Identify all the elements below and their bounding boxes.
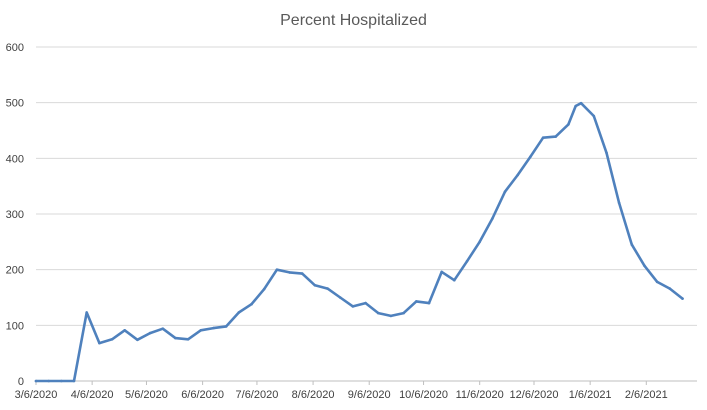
data-point [643, 264, 646, 268]
data-point [605, 151, 608, 155]
data-point [60, 379, 63, 383]
data-point [351, 305, 355, 308]
data-point [655, 280, 659, 284]
data-point [453, 278, 456, 282]
data-point [465, 260, 469, 263]
x-tick-label: 6/6/2020 [181, 389, 224, 401]
data-point [47, 379, 50, 383]
data-point [389, 314, 393, 318]
data-point [402, 311, 405, 315]
series-layer [34, 101, 684, 383]
x-tick-label: 5/6/2020 [125, 389, 168, 401]
x-tick-label: 11/6/2020 [456, 389, 504, 401]
data-point [541, 136, 545, 139]
data-point [313, 284, 317, 287]
x-tick-label: 12/6/2020 [510, 389, 559, 401]
x-tick-label: 2/6/2021 [625, 389, 668, 401]
x-tick-label: 1/6/2021 [569, 389, 612, 401]
data-point [440, 270, 444, 274]
data-point [681, 297, 684, 300]
data-point [503, 190, 507, 193]
data-point [574, 104, 577, 108]
gridlines [36, 46, 697, 326]
data-point [110, 338, 114, 341]
data-point [212, 326, 215, 330]
x-tick-label: 7/6/2020 [236, 389, 279, 401]
y-tick-label: 400 [6, 153, 24, 165]
data-point [478, 240, 482, 244]
series-line-0 [34, 101, 684, 383]
y-tick-label: 0 [18, 376, 24, 388]
x-tick-label: 9/6/2020 [348, 389, 391, 401]
data-point [199, 329, 203, 332]
data-point [136, 338, 139, 342]
data-point [630, 243, 634, 246]
data-point [237, 311, 241, 314]
data-point [250, 302, 253, 306]
data-point [668, 287, 672, 290]
data-point [617, 201, 621, 205]
x-tick-label: 8/6/2020 [292, 389, 335, 401]
x-axis-ticks: 3/6/2020 4/6/2020 5/6/2020 6/6/2020 7/6/2020… [15, 381, 668, 401]
data-point [161, 327, 165, 331]
data-point [516, 173, 519, 177]
data-point [85, 311, 88, 314]
data-point [148, 331, 152, 335]
data-point [326, 287, 329, 290]
data-point [72, 379, 76, 383]
x-tick-label: 4/6/2020 [71, 389, 114, 401]
data-point [415, 300, 418, 303]
data-point [567, 123, 570, 126]
data-point [554, 135, 557, 138]
data-point [529, 155, 532, 158]
data-point [592, 114, 596, 118]
data-point [186, 338, 190, 341]
data-point [288, 271, 291, 274]
data-point [364, 301, 367, 305]
x-tick-label: 10/6/2020 [399, 389, 448, 401]
data-point [174, 336, 177, 340]
data-point [34, 379, 38, 383]
y-tick-label: 200 [6, 265, 24, 277]
y-tick-label: 300 [6, 209, 24, 221]
data-point [579, 101, 583, 105]
y-axis-ticks: 0 100 200 300 400 500 600 [6, 42, 24, 388]
x-tick-label: 3/6/2020 [15, 389, 58, 401]
data-point [300, 272, 304, 275]
data-point [491, 217, 494, 220]
data-point [224, 325, 228, 328]
data-point [275, 268, 279, 272]
data-point [338, 296, 342, 299]
data-point [262, 287, 266, 291]
data-point [98, 341, 101, 345]
data-point [427, 301, 431, 305]
y-tick-label: 500 [6, 98, 24, 110]
data-point [123, 329, 126, 332]
data-point [377, 311, 380, 315]
y-tick-label: 600 [6, 42, 24, 54]
chart-title: Percent Hospitalized [280, 12, 427, 29]
y-tick-label: 100 [6, 320, 24, 332]
